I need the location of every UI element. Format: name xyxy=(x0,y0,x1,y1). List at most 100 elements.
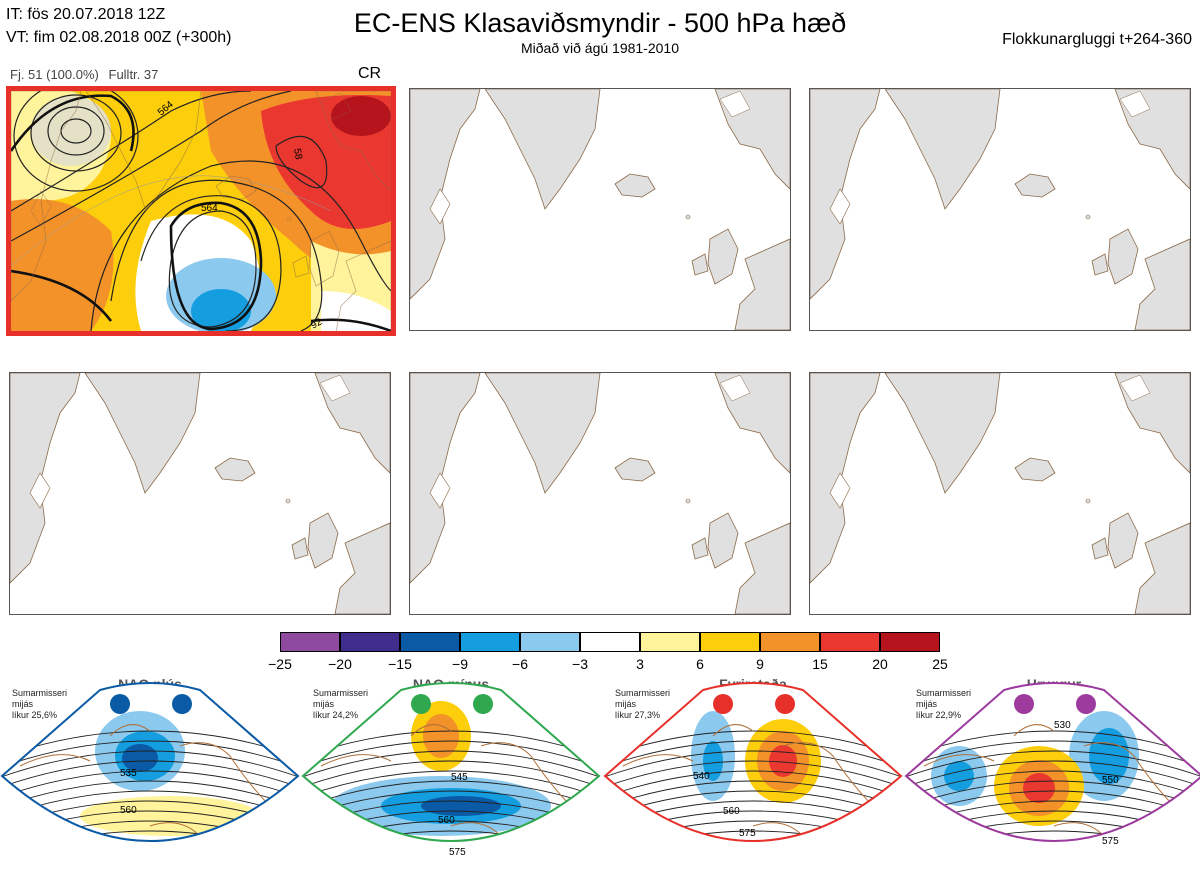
anomaly-shading xyxy=(80,796,260,836)
height-contour xyxy=(303,770,599,802)
height-contour xyxy=(906,840,1200,841)
height-contour xyxy=(303,780,599,812)
regime-note-line: mijás xyxy=(313,699,335,709)
height-contour xyxy=(906,760,1200,792)
regime-note-line: Sumarmisseri xyxy=(916,688,972,698)
regime-marker xyxy=(775,694,795,714)
height-contour xyxy=(2,830,298,841)
regime-note-line: mijás xyxy=(12,699,34,709)
colorbar-tick-label: 9 xyxy=(756,656,764,672)
regime-map: 530 550 575 xyxy=(904,682,1200,861)
height-contour xyxy=(605,760,901,792)
colorbar-tick-label: −25 xyxy=(268,656,292,672)
height-contour xyxy=(906,780,1200,812)
height-contour xyxy=(605,750,901,782)
colorbar-tick-label: −6 xyxy=(512,656,528,672)
contour-label: 540 xyxy=(693,771,710,782)
height-contour xyxy=(605,830,901,841)
cluster-panel-3[interactable] xyxy=(809,88,1191,331)
height-contour xyxy=(906,740,1200,772)
regime-note: Sumarmisseri mijás líkur 22,9% xyxy=(916,688,971,721)
height-contour xyxy=(906,750,1200,782)
height-contour xyxy=(605,840,901,841)
height-contour xyxy=(605,740,901,772)
height-contour xyxy=(2,760,298,792)
regime-note-line: líkur 25,6% xyxy=(12,710,58,720)
height-contour xyxy=(2,740,298,772)
height-contour xyxy=(906,830,1200,841)
contour-label: 545 xyxy=(451,772,468,783)
colorbar-swatch xyxy=(340,632,400,652)
regime-note-line: Sumarmisseri xyxy=(12,688,68,698)
map-panel-6 xyxy=(810,373,1190,614)
colorbar-swatch xyxy=(820,632,880,652)
map-panel-3 xyxy=(810,89,1190,330)
colorbar-tick-label: 20 xyxy=(872,656,888,672)
colorbar-swatch xyxy=(760,632,820,652)
regime-note-line: líkur 27,3% xyxy=(615,710,661,720)
regime-note: Sumarmisseri mijás líkur 25,6% xyxy=(12,688,67,721)
height-contour xyxy=(303,760,599,792)
cluster-panel-6[interactable] xyxy=(809,372,1191,615)
member-count: Fj. 51 (100.0%) xyxy=(10,67,99,82)
contour-label: 560 xyxy=(723,806,740,817)
contour-label: 564 xyxy=(201,203,218,214)
regime-marker xyxy=(172,694,192,714)
colorbar-swatch xyxy=(640,632,700,652)
regime-marker xyxy=(110,694,130,714)
valid-time: VT: fim 02.08.2018 00Z (+300h) xyxy=(6,29,232,46)
colorbar-tick-label: 3 xyxy=(636,656,644,672)
contour-label: 575 xyxy=(1102,836,1119,847)
colorbar-swatch xyxy=(460,632,520,652)
regime-note-line: Sumarmisseri xyxy=(615,688,671,698)
anomaly-shading xyxy=(944,761,974,791)
height-contour xyxy=(906,770,1200,802)
height-contour xyxy=(2,770,298,802)
cluster-panel-5[interactable] xyxy=(409,372,791,615)
regime-note-line: mijás xyxy=(916,699,938,709)
contour-label: 58 xyxy=(291,148,304,161)
regime-marker xyxy=(1076,694,1096,714)
coastline xyxy=(320,724,572,837)
contour-label: 550 xyxy=(1102,775,1119,786)
coastline xyxy=(622,724,874,837)
colorbar-swatch xyxy=(400,632,460,652)
map-panel-2 xyxy=(410,89,790,330)
anomaly-shading xyxy=(1019,851,1049,861)
regime-border xyxy=(0,682,300,842)
colorbar-tick-label: 25 xyxy=(932,656,948,672)
contour-label: 560 xyxy=(438,815,455,826)
classification-window: Flokkunargluggi t+264-360 xyxy=(1002,31,1192,48)
init-time: IT: fös 20.07.2018 12Z xyxy=(6,6,166,23)
colorbar-tick-label: −9 xyxy=(452,656,468,672)
anomaly-shading xyxy=(1089,728,1129,784)
page-subtitle: Miðað við ágú 1981-2010 xyxy=(520,40,679,56)
regime-note-line: líkur 24,2% xyxy=(313,710,359,720)
colorbar-tick-label: −20 xyxy=(328,656,352,672)
cluster-panel-cr[interactable]: 564 564 58 92 xyxy=(6,86,396,336)
regime-marker xyxy=(411,694,431,714)
regime-note-line: mijás xyxy=(615,699,637,709)
anomaly-map-cr: 564 564 58 92 xyxy=(11,91,391,331)
colorbar-swatch xyxy=(280,632,340,652)
height-contour xyxy=(605,770,901,802)
regime-code: CR xyxy=(358,65,382,82)
contour-label: 575 xyxy=(739,828,756,839)
regime-map: 545 560 575 xyxy=(301,682,601,858)
cluster-panel-4[interactable] xyxy=(9,372,391,615)
coastline xyxy=(19,724,271,837)
height-contour xyxy=(2,840,298,841)
colorbar-swatch xyxy=(580,632,640,652)
colorbar-tick-label: 6 xyxy=(696,656,704,672)
regime-note-line: líkur 22,9% xyxy=(916,710,962,720)
coastline xyxy=(923,724,1175,837)
regime-marker xyxy=(713,694,733,714)
colorbar-tick-label: 15 xyxy=(812,656,828,672)
regime-map: 540 560 575 xyxy=(603,682,903,842)
cluster-panel-2[interactable] xyxy=(409,88,791,331)
height-contour xyxy=(303,830,599,841)
contour-label: 560 xyxy=(120,805,137,816)
colorbar-swatch xyxy=(880,632,940,652)
regime-border xyxy=(301,682,601,842)
regime-note-line: Sumarmisseri xyxy=(313,688,369,698)
